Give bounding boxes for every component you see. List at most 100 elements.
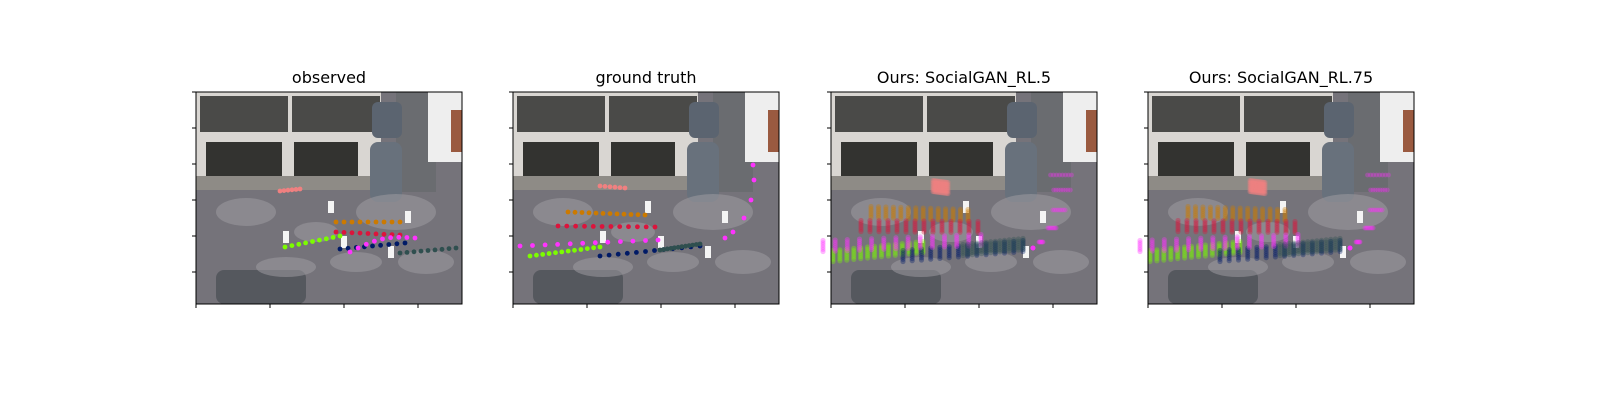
predicted-sample	[935, 217, 941, 223]
predicted-sample	[858, 226, 864, 232]
predicted-sample	[1202, 249, 1208, 255]
predicted-sample	[957, 211, 964, 217]
balcony	[1086, 110, 1097, 152]
predicted-sample	[1253, 187, 1259, 193]
pedestrian	[976, 236, 982, 248]
predicted-sample	[965, 246, 971, 253]
predicted-sample	[1257, 190, 1263, 196]
predicted-sample	[1020, 240, 1026, 246]
predicted-sample	[1252, 212, 1258, 218]
ground-truth-point	[622, 185, 628, 191]
ground-truth-point	[643, 238, 648, 243]
predicted-sample	[1215, 213, 1221, 219]
predicted-sample	[966, 227, 972, 233]
predicted-sample	[1209, 248, 1215, 254]
predicted-sample	[883, 204, 889, 210]
predicted-sample	[837, 253, 843, 259]
predicted-sample	[974, 251, 980, 257]
predicted-sample	[1192, 204, 1199, 210]
predicted-sample	[1283, 243, 1289, 249]
predicted-sample	[992, 243, 998, 249]
pedestrian	[1293, 236, 1299, 248]
predicted-sample	[957, 223, 963, 229]
predicted-sample	[1001, 246, 1008, 252]
predicted-sample	[832, 246, 838, 252]
predicted-sample	[1185, 214, 1191, 221]
predicted-sample	[1063, 187, 1068, 193]
predicted-sample	[1161, 257, 1167, 263]
light-patch	[1282, 252, 1334, 272]
predicted-sample	[1168, 245, 1174, 251]
predicted-sample	[983, 247, 989, 253]
observed-point	[337, 233, 343, 239]
predicted-sample	[1192, 210, 1199, 216]
predicted-sample	[1309, 240, 1315, 246]
predicted-sample	[869, 244, 875, 251]
predicted-sample	[933, 182, 940, 188]
predicted-sample	[941, 239, 948, 246]
predicted-sample	[1262, 179, 1268, 186]
predicted-sample	[1056, 187, 1061, 193]
predicted-sample	[1001, 237, 1008, 243]
predicted-sample	[856, 240, 863, 247]
predicted-sample	[935, 185, 941, 191]
light-patch	[330, 252, 382, 272]
predicted-sample	[978, 240, 985, 246]
predicted-sample	[1252, 185, 1258, 191]
predicted-sample	[1200, 213, 1206, 219]
predicted-sample	[917, 236, 923, 242]
predicted-sample	[909, 253, 915, 259]
pedestrian	[722, 211, 728, 223]
predicted-sample	[944, 190, 950, 196]
predicted-sample	[1048, 172, 1053, 178]
predicted-sample	[1200, 211, 1206, 217]
predicted-sample	[1249, 187, 1255, 193]
predicted-sample	[1069, 172, 1074, 178]
predicted-sample	[1173, 236, 1180, 242]
predicted-sample	[1314, 242, 1320, 248]
predicted-sample	[1030, 245, 1036, 251]
predicted-sample	[1300, 250, 1306, 256]
predicted-sample	[1282, 209, 1288, 215]
predicted-sample	[1323, 239, 1329, 245]
predicted-sample	[933, 187, 940, 193]
predicted-sample	[1300, 239, 1306, 245]
predicted-sample	[883, 213, 889, 219]
predicted-sample	[1368, 187, 1373, 193]
predicted-sample	[978, 240, 984, 246]
predicted-sample	[1198, 240, 1204, 246]
predicted-sample	[1182, 253, 1188, 259]
predicted-sample	[837, 258, 843, 264]
predicted-sample	[1370, 207, 1376, 213]
predicted-sample	[930, 188, 936, 195]
predicted-sample	[844, 248, 850, 254]
predicted-sample	[885, 229, 891, 235]
predicted-sample	[954, 237, 960, 243]
ground-truth-point	[573, 223, 578, 229]
predicted-sample	[1154, 249, 1160, 255]
predicted-sample	[1328, 236, 1334, 242]
predicted-sample	[1230, 209, 1236, 215]
predicted-sample	[944, 188, 950, 194]
observed-point	[372, 238, 377, 244]
predicted-sample	[939, 183, 945, 189]
predicted-sample	[1175, 247, 1181, 253]
predicted-sample	[1332, 247, 1338, 253]
predicted-sample	[820, 248, 826, 255]
predicted-sample	[957, 229, 963, 235]
ground-truth-point	[628, 212, 634, 217]
predicted-sample	[957, 206, 964, 212]
predicted-sample	[1353, 239, 1359, 245]
predicted-sample	[1207, 215, 1213, 221]
predicted-sample	[1020, 240, 1026, 246]
predicted-sample	[931, 189, 937, 195]
predicted-sample	[965, 217, 971, 224]
predicted-sample	[1309, 247, 1315, 253]
predicted-sample	[1258, 179, 1265, 185]
predicted-sample	[928, 254, 934, 260]
predicted-sample	[965, 253, 971, 259]
predicted-sample	[939, 187, 945, 194]
predicted-sample	[1229, 225, 1235, 231]
predicted-sample	[844, 237, 850, 243]
observed-point	[396, 234, 402, 240]
